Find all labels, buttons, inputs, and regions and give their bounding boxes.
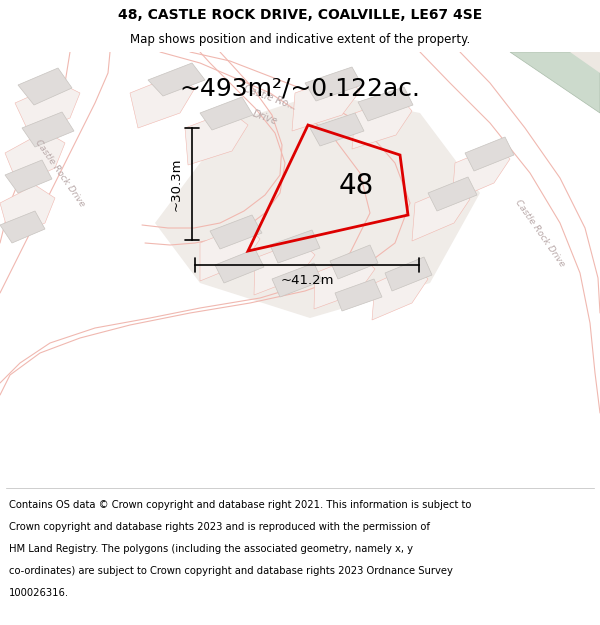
Text: Castle Ro...: Castle Ro... [242,84,298,112]
Polygon shape [148,63,205,96]
Polygon shape [185,111,248,165]
Polygon shape [314,255,375,309]
Polygon shape [5,131,65,185]
Polygon shape [310,113,364,146]
Polygon shape [570,52,600,73]
Text: Map shows position and indicative extent of the property.: Map shows position and indicative extent… [130,32,470,46]
Polygon shape [292,75,360,131]
Polygon shape [210,215,262,249]
Polygon shape [15,83,80,135]
Polygon shape [0,211,45,243]
Text: Castle Rock Drive: Castle Rock Drive [514,198,566,268]
Text: co-ordinates) are subject to Crown copyright and database rights 2023 Ordnance S: co-ordinates) are subject to Crown copyr… [9,566,453,576]
Text: Drive: Drive [251,109,279,127]
Polygon shape [510,52,600,113]
Polygon shape [254,241,315,295]
Polygon shape [215,249,264,283]
Text: HM Land Registry. The polygons (including the associated geometry, namely x, y: HM Land Registry. The polygons (includin… [9,544,413,554]
Polygon shape [5,160,52,193]
Polygon shape [465,137,514,171]
Polygon shape [330,245,378,279]
Text: ~41.2m: ~41.2m [280,274,334,288]
Polygon shape [358,87,413,121]
Text: Crown copyright and database rights 2023 and is reproduced with the permission o: Crown copyright and database rights 2023… [9,522,430,532]
Polygon shape [270,230,320,263]
Polygon shape [18,68,72,105]
Polygon shape [0,185,55,239]
Text: ~493m²/~0.122ac.: ~493m²/~0.122ac. [179,76,421,100]
Polygon shape [372,265,428,320]
Polygon shape [385,257,432,291]
Polygon shape [22,112,74,147]
Polygon shape [305,67,362,101]
Polygon shape [412,185,470,241]
Text: 48: 48 [338,173,374,201]
Text: ~30.3m: ~30.3m [170,158,182,211]
Polygon shape [130,75,195,128]
Text: Contains OS data © Crown copyright and database right 2021. This information is : Contains OS data © Crown copyright and d… [9,500,472,510]
Polygon shape [200,225,260,281]
Polygon shape [428,177,477,211]
Polygon shape [352,97,412,149]
Polygon shape [335,279,382,311]
Polygon shape [155,93,480,318]
Text: 48, CASTLE ROCK DRIVE, COALVILLE, LE67 4SE: 48, CASTLE ROCK DRIVE, COALVILLE, LE67 4… [118,8,482,21]
Text: Castle Rock Drive: Castle Rock Drive [34,138,86,208]
Polygon shape [452,145,510,201]
Text: 100026316.: 100026316. [9,588,69,598]
Polygon shape [200,97,253,130]
Polygon shape [272,263,322,297]
